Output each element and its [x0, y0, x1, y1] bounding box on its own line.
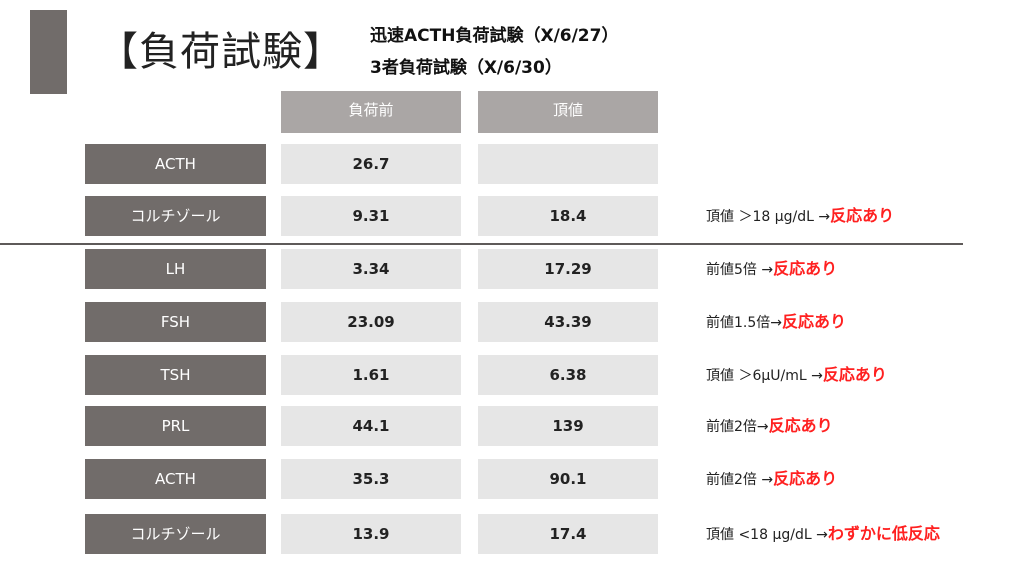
row-label: PRL — [85, 406, 266, 446]
table-row: ACTH 35.3 90.1 前値2倍 →反応あり — [0, 459, 1024, 499]
column-header-peak: 頂値 — [478, 91, 658, 133]
page-title: 【負荷試験】 — [98, 29, 344, 75]
result-note: 前値1.5倍→反応あり — [706, 302, 846, 342]
row-label: FSH — [85, 302, 266, 342]
response-text: 反応あり — [768, 416, 833, 435]
value-before-load: 3.34 — [281, 249, 461, 289]
response-text: 反応あり — [830, 206, 895, 225]
value-before-load: 44.1 — [281, 406, 461, 446]
row-label: ACTH — [85, 459, 266, 499]
value-peak: 17.29 — [478, 249, 658, 289]
response-text: 反応あり — [782, 312, 847, 331]
result-note: 頂値 ＞6μU/mL →反応あり — [706, 355, 887, 395]
value-peak: 90.1 — [478, 459, 658, 499]
table-row: コルチゾール 13.9 17.4 頂値 <18 μg/dL →わずかに低反応 — [0, 514, 1024, 554]
subtitle-triple-test: 3者負荷試験（X/6/30） — [370, 58, 562, 78]
value-peak: 6.38 — [478, 355, 658, 395]
section-divider — [0, 243, 963, 245]
value-peak — [478, 144, 658, 184]
row-label: コルチゾール — [85, 514, 266, 554]
value-before-load: 23.09 — [281, 302, 461, 342]
result-note: 頂値 <18 μg/dL →わずかに低反応 — [706, 514, 940, 554]
value-before-load: 9.31 — [281, 196, 461, 236]
table-row: TSH 1.61 6.38 頂値 ＞6μU/mL →反応あり — [0, 355, 1024, 395]
note-text: 前値2倍 → — [706, 472, 774, 488]
value-before-load: 13.9 — [281, 514, 461, 554]
value-peak: 43.39 — [478, 302, 658, 342]
note-text: 前値1.5倍→ — [706, 315, 782, 331]
result-note: 前値2倍→反応あり — [706, 406, 833, 446]
subtitle-rapid-acth-test: 迅速ACTH負荷試験（X/6/27） — [370, 26, 619, 46]
note-text: 頂値 ＞6μU/mL → — [706, 368, 823, 384]
response-text: 反応あり — [822, 365, 887, 384]
row-label: コルチゾール — [85, 196, 266, 236]
value-before-load: 1.61 — [281, 355, 461, 395]
value-peak: 139 — [478, 406, 658, 446]
title-accent-bar — [30, 10, 67, 94]
value-peak: 18.4 — [478, 196, 658, 236]
response-text: 反応あり — [773, 259, 838, 278]
table-row: ACTH 26.7 — [0, 144, 1024, 184]
value-peak: 17.4 — [478, 514, 658, 554]
table-row: FSH 23.09 43.39 前値1.5倍→反応あり — [0, 302, 1024, 342]
result-note: 前値2倍 →反応あり — [706, 459, 837, 499]
result-note: 前値5倍 →反応あり — [706, 249, 837, 289]
note-text: 頂値 <18 μg/dL → — [706, 527, 828, 543]
note-text: 前値2倍→ — [706, 419, 769, 435]
table-row: コルチゾール 9.31 18.4 頂値 ＞18 μg/dL →反応あり — [0, 196, 1024, 236]
response-text: わずかに低反応 — [827, 524, 940, 543]
row-label: ACTH — [85, 144, 266, 184]
value-before-load: 26.7 — [281, 144, 461, 184]
note-text: 頂値 ＞18 μg/dL → — [706, 209, 831, 225]
table-row: LH 3.34 17.29 前値5倍 →反応あり — [0, 249, 1024, 289]
response-text: 反応あり — [773, 469, 838, 488]
column-header-before-load: 負荷前 — [281, 91, 461, 133]
result-note: 頂値 ＞18 μg/dL →反応あり — [706, 196, 894, 236]
note-text: 前値5倍 → — [706, 262, 774, 278]
row-label: TSH — [85, 355, 266, 395]
row-label: LH — [85, 249, 266, 289]
value-before-load: 35.3 — [281, 459, 461, 499]
table-row: PRL 44.1 139 前値2倍→反応あり — [0, 406, 1024, 446]
